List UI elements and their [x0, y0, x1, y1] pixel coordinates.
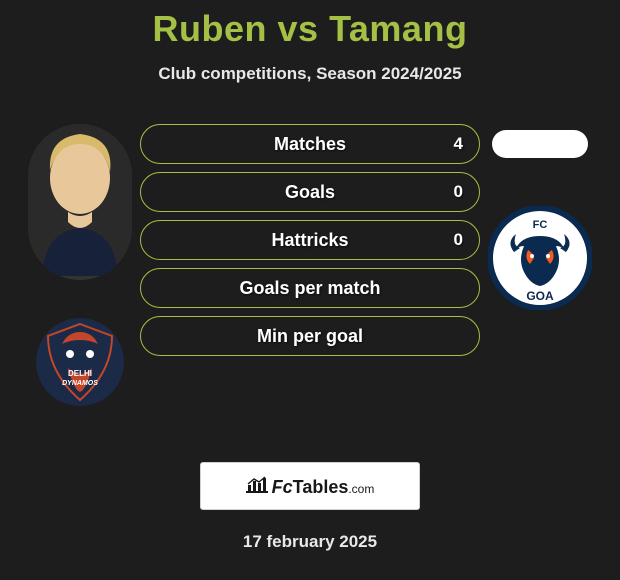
- stat-row-matches: Matches 4: [140, 124, 480, 164]
- page-title: Ruben vs Tamang: [0, 8, 620, 50]
- stat-label: Matches: [274, 134, 346, 155]
- left-club-logo: DELHI DYNAMOS: [28, 310, 132, 414]
- attribution-box: FcTables.com: [200, 462, 420, 510]
- stat-label: Goals per match: [239, 278, 380, 299]
- stat-row-goals-per-match: Goals per match: [140, 268, 480, 308]
- shield-logo-icon: DELHI DYNAMOS: [28, 310, 132, 414]
- stat-right-value: 4: [454, 134, 463, 154]
- page-subtitle: Club competitions, Season 2024/2025: [0, 64, 620, 84]
- brand-tables: Tables: [293, 477, 349, 498]
- left-player-column: DELHI DYNAMOS: [20, 124, 140, 414]
- stat-row-hattricks: Hattricks 0: [140, 220, 480, 260]
- stat-right-value: 0: [454, 182, 463, 202]
- stat-right-value: 0: [454, 230, 463, 250]
- right-player-photo-placeholder: [492, 130, 588, 158]
- left-player-photo: [28, 124, 132, 280]
- svg-text:GOA: GOA: [526, 289, 554, 303]
- person-icon: [28, 124, 132, 276]
- stat-label: Min per goal: [257, 326, 363, 347]
- stat-pills: Matches 4 Goals 0 Hattricks 0 Goals per …: [140, 124, 480, 364]
- svg-text:DYNAMOS: DYNAMOS: [62, 380, 98, 387]
- fctables-brand: FcTables.com: [246, 475, 375, 498]
- club-logo-icon: FC GOA: [488, 206, 592, 310]
- date-label: 17 february 2025: [0, 532, 620, 552]
- right-player-column: FC GOA: [480, 124, 600, 310]
- comparison-card: Ruben vs Tamang Club competitions, Seaso…: [0, 8, 620, 580]
- stat-row-goals: Goals 0: [140, 172, 480, 212]
- stats-area: DELHI DYNAMOS Matches 4 Goals 0 Hattrick…: [0, 124, 620, 414]
- brand-dotcom: .com: [348, 482, 374, 496]
- stat-row-min-per-goal: Min per goal: [140, 316, 480, 356]
- chart-icon: [246, 475, 268, 493]
- svg-text:FC: FC: [533, 219, 548, 231]
- stat-label: Hattricks: [271, 230, 348, 251]
- stat-label: Goals: [285, 182, 335, 203]
- right-club-logo: FC GOA: [488, 206, 592, 310]
- svg-text:DELHI: DELHI: [68, 369, 92, 378]
- brand-fc: Fc: [272, 477, 293, 498]
